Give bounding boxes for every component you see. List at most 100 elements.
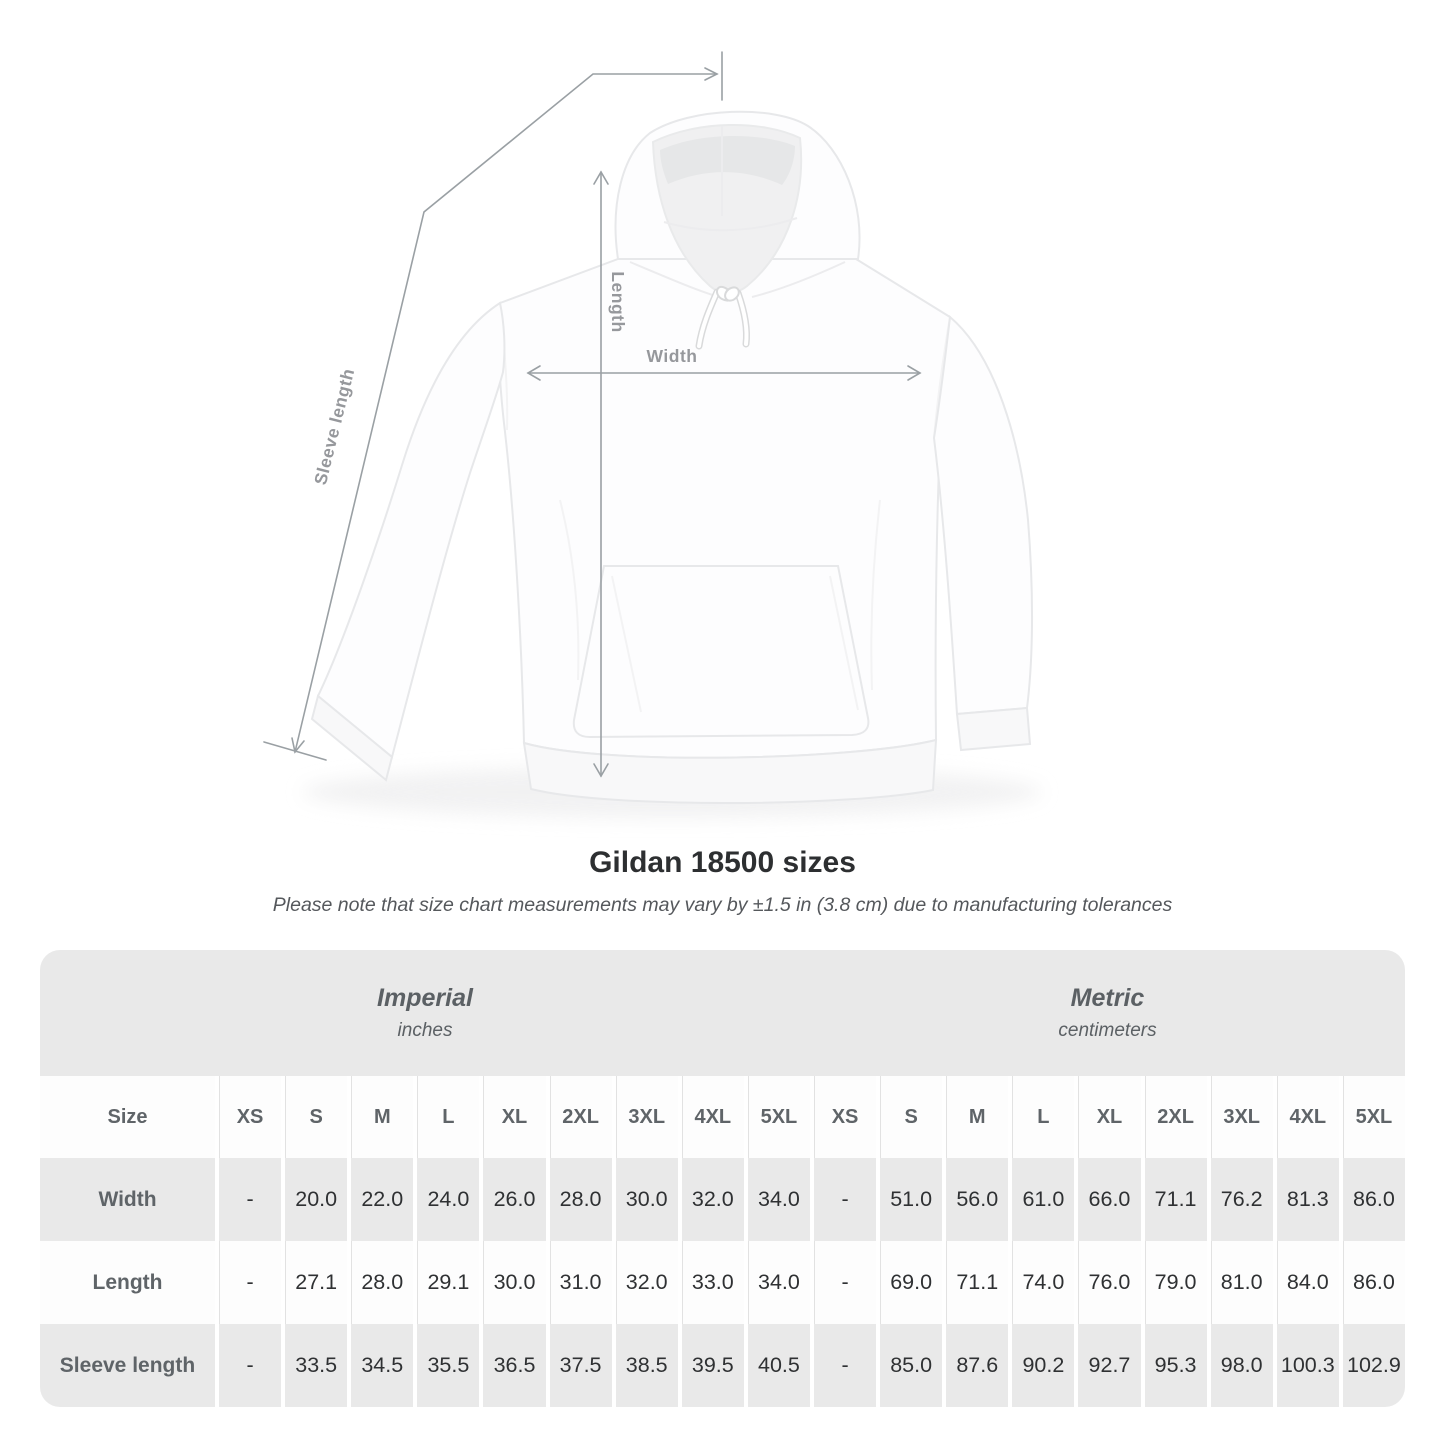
measurement-cell: 84.0 — [1272, 1241, 1339, 1324]
measurement-cell: 76.2 — [1206, 1158, 1273, 1241]
width-measure: Width — [526, 346, 922, 381]
measurement-cell: 28.0 — [545, 1158, 612, 1241]
table-row-sleeve-length: Sleeve length - 33.5 34.5 35.5 36.5 37.5… — [40, 1324, 1405, 1407]
size-column-header: Size — [40, 1076, 215, 1158]
measurement-cell: 33.5 — [281, 1324, 348, 1407]
measurement-cell: 90.2 — [1008, 1324, 1075, 1407]
size-chart: Imperial inches Metric centimeters Size … — [40, 950, 1405, 1407]
left-cuff-ribbing — [310, 694, 394, 782]
measurement-cell: 79.0 — [1140, 1241, 1207, 1324]
size-header: XS — [809, 1076, 877, 1158]
measurement-cell: 36.5 — [479, 1324, 546, 1407]
size-header: XL — [1074, 1076, 1141, 1158]
measurement-cell: 95.3 — [1140, 1324, 1207, 1407]
size-header: XL — [479, 1076, 546, 1158]
sleeve-length-measure: Sleeve length — [263, 51, 723, 761]
measurement-cell: 86.0 — [1338, 1241, 1405, 1324]
measurement-cell: 34.5 — [347, 1324, 414, 1407]
imperial-unit: inches — [397, 1020, 453, 1041]
size-header: L — [413, 1076, 480, 1158]
measurement-cell: 71.1 — [1140, 1158, 1207, 1241]
row-label: Sleeve length — [40, 1324, 215, 1407]
tolerance-note: Please note that size chart measurements… — [272, 894, 1173, 916]
title-block: Gildan 18500 sizes Please note that size… — [0, 846, 1445, 917]
length-measure: Length — [593, 170, 628, 778]
measurement-cell: 98.0 — [1206, 1324, 1273, 1407]
measurement-cell: 20.0 — [281, 1158, 348, 1241]
measurement-cell: 30.0 — [611, 1158, 678, 1241]
imperial-title: Imperial — [377, 984, 473, 1012]
row-label: Length — [40, 1241, 215, 1324]
metric-unit: centimeters — [1058, 1020, 1157, 1041]
measurement-cell: 30.0 — [479, 1241, 546, 1324]
measurement-cell: 66.0 — [1074, 1158, 1141, 1241]
hood-lining-shadow — [660, 135, 795, 185]
measurement-cell: 81.3 — [1272, 1158, 1339, 1241]
size-header: M — [347, 1076, 414, 1158]
table-row-length: Length - 27.1 28.0 29.1 30.0 31.0 32.0 3… — [40, 1241, 1405, 1324]
metric-title: Metric — [1070, 984, 1145, 1012]
measurement-cell: 35.5 — [413, 1324, 480, 1407]
hoodie-measurement-diagram: Length Width Sleeve length — [263, 51, 1042, 818]
size-header: 2XL — [1140, 1076, 1207, 1158]
measurement-cell: 29.1 — [413, 1241, 480, 1324]
measurement-cell: 32.0 — [677, 1158, 744, 1241]
measurement-cell: 39.5 — [677, 1324, 744, 1407]
right-sleeve — [932, 315, 1034, 716]
measurement-cell: - — [809, 1324, 877, 1407]
page-title: Gildan 18500 sizes — [589, 846, 856, 879]
size-header: 5XL — [743, 1076, 810, 1158]
drawstrings — [695, 285, 750, 350]
size-header: 3XL — [611, 1076, 678, 1158]
measurement-cell: 102.9 — [1338, 1324, 1405, 1407]
left-sleeve — [316, 301, 506, 759]
measurement-cell: 37.5 — [545, 1324, 612, 1407]
size-header: M — [942, 1076, 1009, 1158]
measurement-cell: 26.0 — [479, 1158, 546, 1241]
table-row-width: Width - 20.0 22.0 24.0 26.0 28.0 30.0 32… — [40, 1158, 1405, 1241]
size-header-row: Size XS S M L XL 2XL 3XL 4XL 5XL XS S M … — [40, 1076, 1405, 1158]
measurement-cell: 61.0 — [1008, 1158, 1075, 1241]
measurement-cell: 51.0 — [876, 1158, 943, 1241]
measurement-cell: - — [215, 1241, 282, 1324]
size-header: L — [1008, 1076, 1075, 1158]
sleeve-length-label: Sleeve length — [310, 366, 358, 487]
measurement-cell: 38.5 — [611, 1324, 678, 1407]
width-label: Width — [647, 346, 698, 366]
hem-ribbing — [522, 738, 938, 805]
measurement-cell: 81.0 — [1206, 1241, 1273, 1324]
size-header: 4XL — [677, 1076, 744, 1158]
size-header: 5XL — [1338, 1076, 1405, 1158]
size-header: 2XL — [545, 1076, 612, 1158]
size-header: 3XL — [1206, 1076, 1273, 1158]
measurement-cell: - — [215, 1324, 282, 1407]
measurement-cell: 24.0 — [413, 1158, 480, 1241]
measurement-cell: 100.3 — [1272, 1324, 1339, 1407]
kangaroo-pocket — [572, 565, 870, 739]
measurement-cell: 87.6 — [942, 1324, 1009, 1407]
unit-header-row: Imperial inches Metric centimeters — [40, 950, 1405, 1076]
unit-group-imperial: Imperial inches — [40, 950, 810, 1076]
measurement-cell: 33.0 — [677, 1241, 744, 1324]
row-label: Width — [40, 1158, 215, 1241]
measurement-cell: 71.1 — [942, 1241, 1009, 1324]
length-label: Length — [608, 271, 628, 332]
measurement-cell: - — [809, 1241, 877, 1324]
measurement-cell: 28.0 — [347, 1241, 414, 1324]
measurement-cell: 34.0 — [743, 1241, 810, 1324]
size-chart-table: Imperial inches Metric centimeters Size … — [40, 950, 1405, 1407]
size-header: 4XL — [1272, 1076, 1339, 1158]
measurement-cell: 56.0 — [942, 1158, 1009, 1241]
size-header: S — [876, 1076, 943, 1158]
measurement-cell: 22.0 — [347, 1158, 414, 1241]
measurement-cell: - — [215, 1158, 282, 1241]
right-cuff-ribbing — [955, 706, 1032, 752]
measurement-cell: 31.0 — [545, 1241, 612, 1324]
measurement-cell: 34.0 — [743, 1158, 810, 1241]
measurement-cell: - — [809, 1158, 877, 1241]
measurement-cell: 27.1 — [281, 1241, 348, 1324]
size-header: S — [281, 1076, 348, 1158]
measurement-cell: 74.0 — [1008, 1241, 1075, 1324]
unit-group-metric: Metric centimeters — [809, 950, 1405, 1076]
